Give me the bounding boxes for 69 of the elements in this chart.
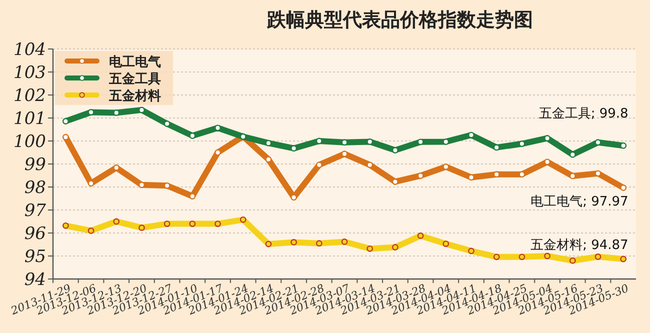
point <box>417 232 424 239</box>
point <box>316 240 322 247</box>
point <box>113 218 120 225</box>
y-tick-label: 104 <box>14 40 46 60</box>
point <box>341 150 348 158</box>
point <box>594 253 602 260</box>
y-tick-label: 102 <box>14 86 46 106</box>
point <box>493 144 500 151</box>
point <box>265 240 272 248</box>
point <box>620 184 627 191</box>
point <box>518 171 526 178</box>
point <box>290 194 298 201</box>
y-tick-label: 95 <box>24 247 46 267</box>
point <box>88 228 94 234</box>
annotation: 五金材料; 94.87 <box>530 238 628 253</box>
point <box>493 254 500 260</box>
point <box>442 164 450 170</box>
point <box>290 145 298 152</box>
y-tick-label: 98 <box>24 178 46 198</box>
point <box>62 134 69 140</box>
point <box>392 244 398 250</box>
point <box>366 162 374 168</box>
y-tick-label: 103 <box>14 63 46 83</box>
y-tick-label: 97 <box>24 201 46 221</box>
y-tick-label: 96 <box>24 224 46 244</box>
chart-title: 跌幅典型代表品价格指数走势图 <box>266 9 533 31</box>
point <box>442 240 450 248</box>
point <box>164 220 170 227</box>
point <box>518 254 526 260</box>
point <box>366 138 374 145</box>
point <box>316 162 322 168</box>
point <box>316 138 322 144</box>
point <box>290 239 298 246</box>
point <box>366 245 374 252</box>
point <box>138 182 145 188</box>
y-tick-label: 94 <box>24 270 46 290</box>
point <box>569 172 576 180</box>
point <box>620 256 627 262</box>
point <box>569 257 576 264</box>
point <box>468 174 474 181</box>
point <box>164 120 170 127</box>
point <box>265 156 272 163</box>
point <box>62 222 69 229</box>
point <box>138 224 145 231</box>
point <box>240 216 246 223</box>
point <box>620 142 627 149</box>
point <box>544 158 550 166</box>
legend-label: 电工电气 <box>109 55 161 70</box>
point <box>417 138 424 146</box>
point <box>214 149 221 156</box>
y-tick-label: 100 <box>14 132 46 152</box>
point <box>189 220 196 227</box>
point <box>468 248 474 254</box>
legend-label: 五金材料 <box>108 89 161 104</box>
point <box>88 180 94 187</box>
y-tick-label: 101 <box>14 109 46 129</box>
annotation: 五金工具; 99.8 <box>538 106 628 122</box>
point <box>341 238 348 245</box>
legend-label: 五金工具 <box>108 72 161 87</box>
annotation: 电工电气; 97.97 <box>530 194 628 210</box>
point <box>189 193 196 200</box>
point <box>544 252 550 260</box>
point <box>189 132 196 139</box>
point <box>392 178 398 185</box>
point <box>214 220 221 227</box>
y-tick-label: 99 <box>24 155 46 175</box>
point <box>113 164 120 171</box>
point <box>62 118 69 124</box>
point <box>138 106 145 114</box>
